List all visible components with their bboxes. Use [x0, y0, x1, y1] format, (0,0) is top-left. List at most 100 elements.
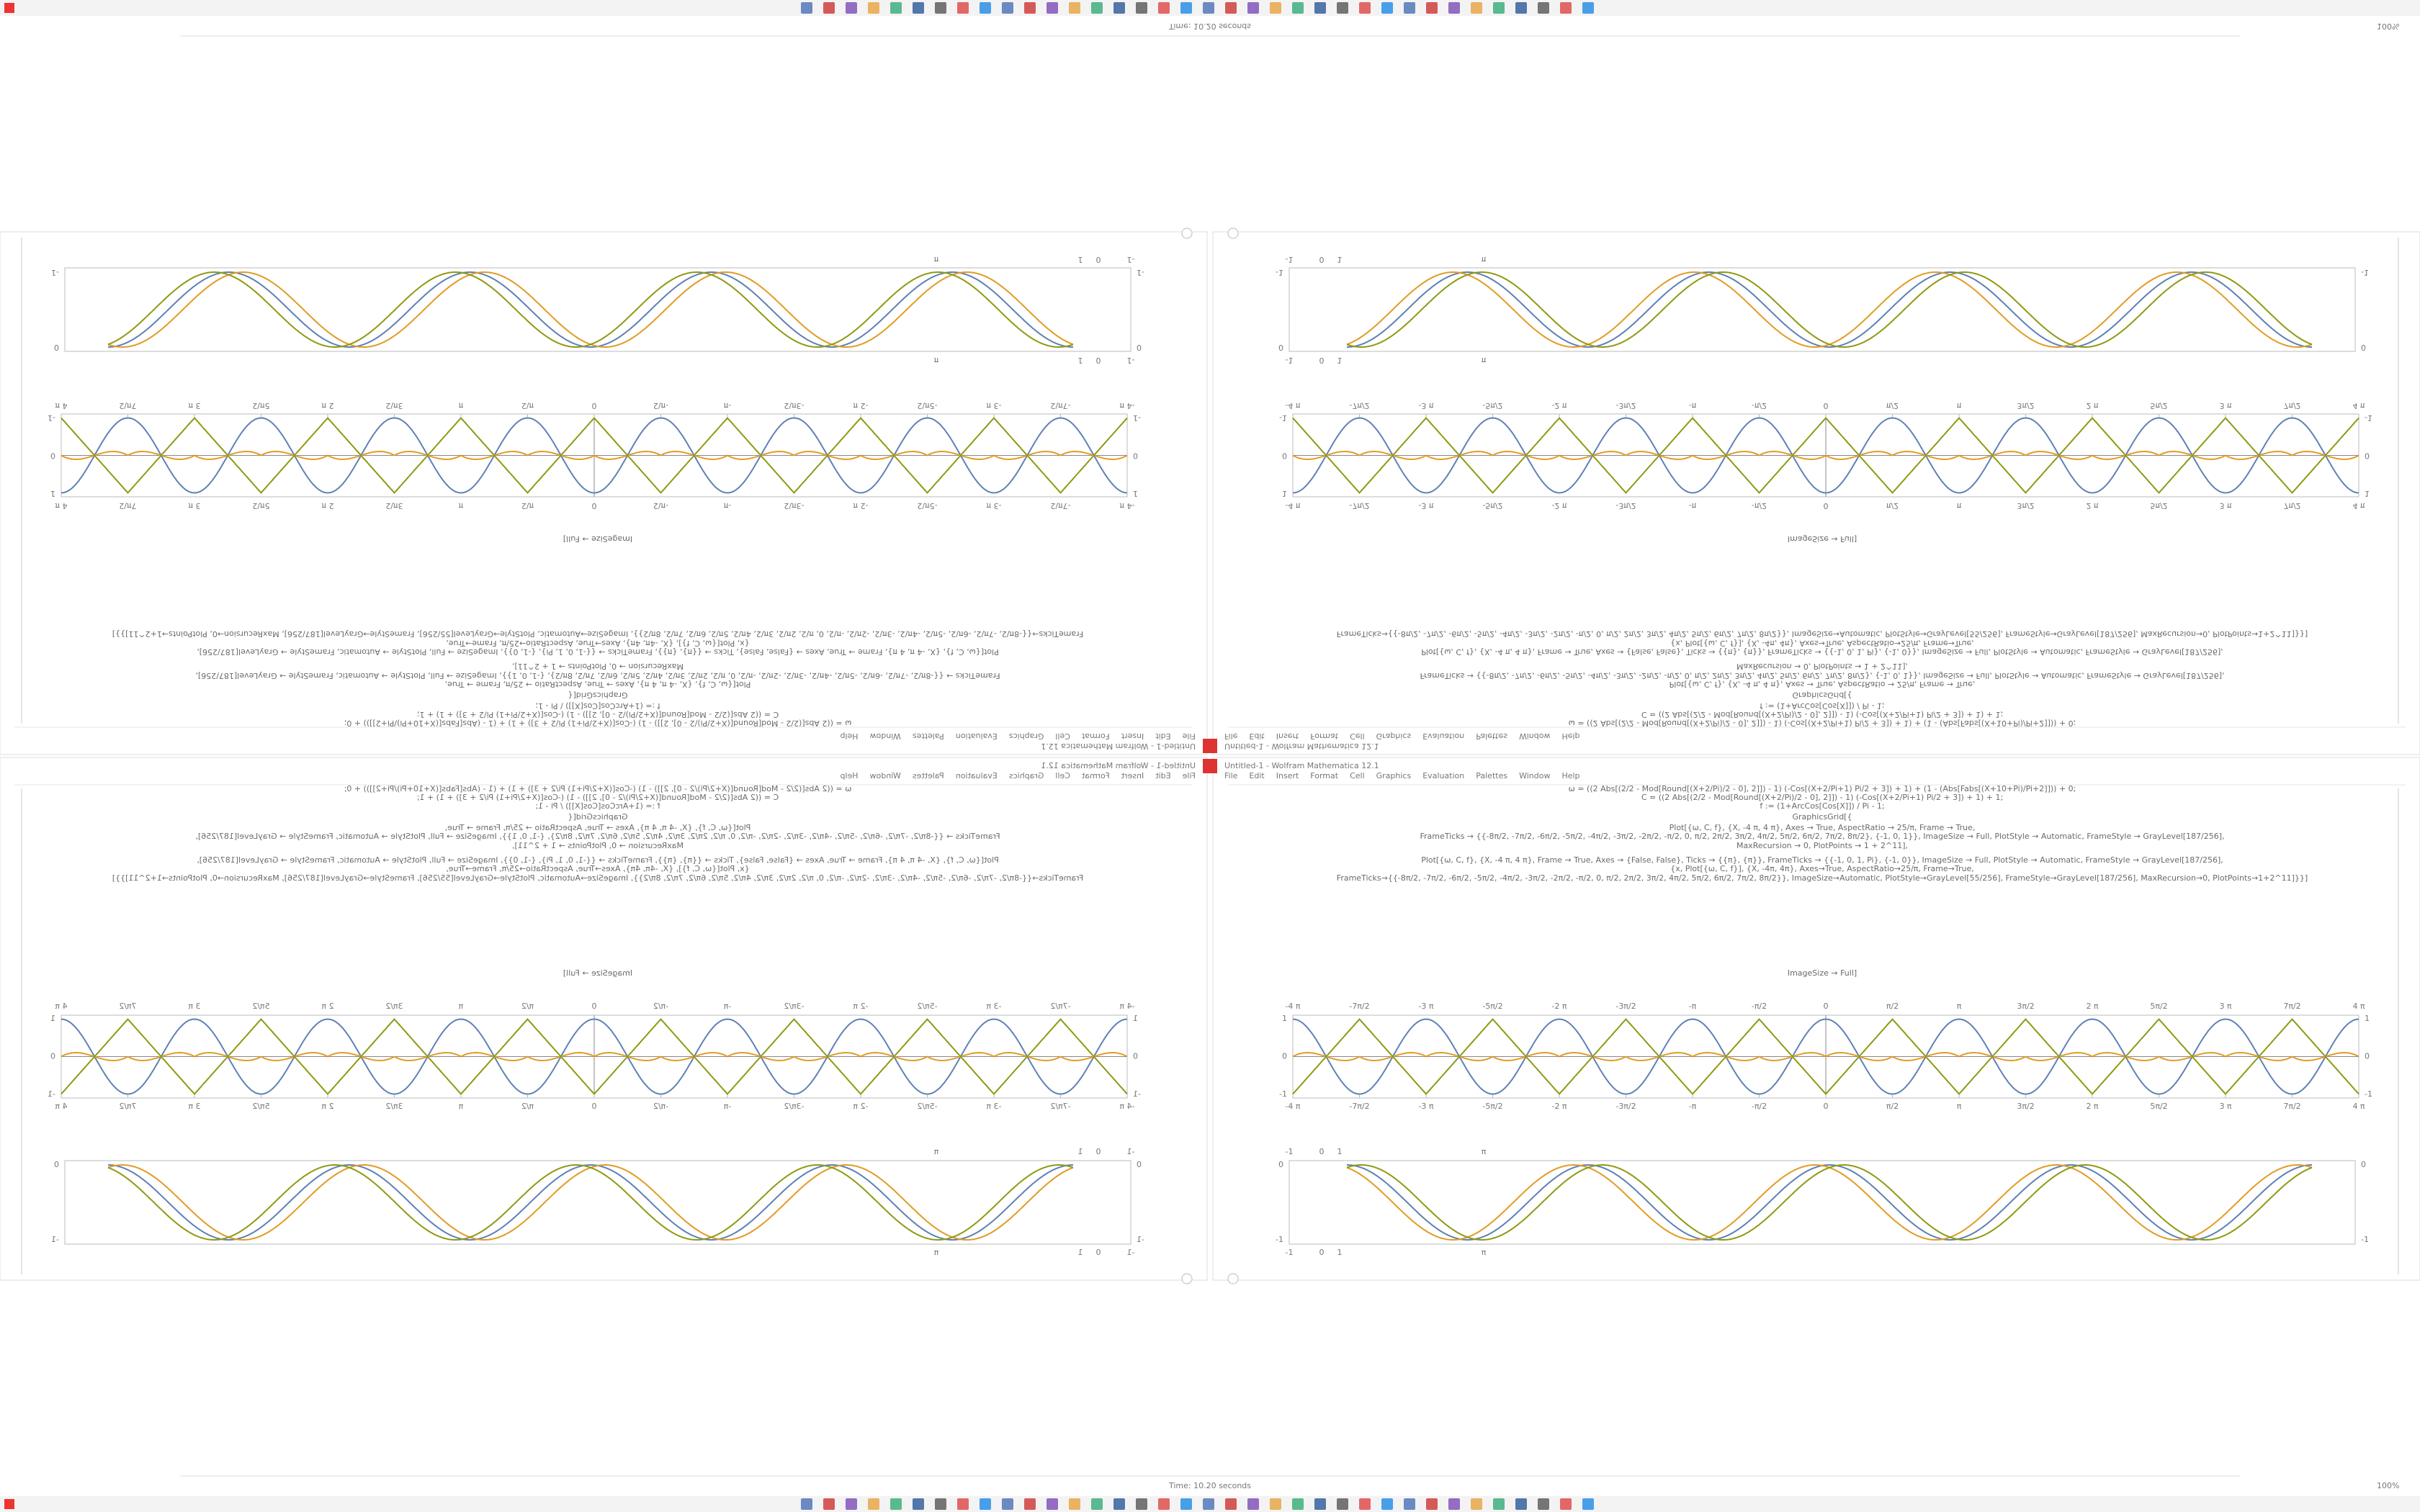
- taskbar-icon[interactable]: [1582, 1498, 1594, 1510]
- x-tick-label: 2 π: [2086, 1002, 2098, 1011]
- x-tick-label: -3π/2: [1615, 1102, 1636, 1111]
- taskbar-icon[interactable]: [1448, 1498, 1460, 1510]
- taskbar-icon[interactable]: [823, 1498, 835, 1510]
- x-tick-label: -3π/2: [1615, 1002, 1636, 1011]
- taskbar-icon[interactable]: [957, 1498, 969, 1510]
- y-tick-label: 0: [2361, 1160, 2366, 1169]
- taskbar-icon[interactable]: [1069, 1498, 1080, 1510]
- mirrored-window: [0, 757, 1216, 1284]
- taskbar-icon[interactable]: [1180, 1498, 1192, 1510]
- window-frame: [1212, 757, 2420, 1281]
- taskbar-icon[interactable]: [1381, 1498, 1393, 1510]
- taskbar-icon[interactable]: [1359, 1498, 1371, 1510]
- taskbar-icon[interactable]: [1337, 1498, 1348, 1510]
- x-tick-label: 0: [1824, 1002, 1829, 1011]
- x-tick-label: -2 π: [1551, 1102, 1567, 1111]
- code-line: C = ((2 Abs[(2/2 - Mod[Round[(X+2/Pi)/2 …: [1641, 793, 2003, 802]
- curve: [1346, 1164, 2313, 1241]
- status-time: Time: 10.20 seconds: [1168, 1481, 1251, 1490]
- y-tick-label: 0: [1278, 1160, 1283, 1169]
- x-tick-label: π: [1482, 1147, 1487, 1156]
- taskbar-icon[interactable]: [1136, 1498, 1147, 1510]
- x-tick-label: -3 π: [1418, 1102, 1433, 1111]
- x-tick-label: π/2: [1886, 1002, 1899, 1011]
- taskbar-icon[interactable]: [1426, 1498, 1438, 1510]
- x-tick-label: 4 π: [2352, 1102, 2365, 1111]
- taskbar-icon[interactable]: [1270, 1498, 1281, 1510]
- y-tick-label: 1: [2365, 1014, 2370, 1023]
- taskbar-icon[interactable]: [1515, 1498, 1527, 1510]
- bottom-half: Untitled-1 - Wolfram Mathematica 12.1 Fi…: [0, 757, 2420, 1512]
- taskbar-icon[interactable]: [868, 1498, 879, 1510]
- x-tick-label: -3 π: [1418, 1002, 1433, 1011]
- taskbar: Time: 10.20 seconds 100%: [0, 1475, 2420, 1512]
- x-tick-label: -π/2: [1752, 1002, 1767, 1011]
- taskbar-icon[interactable]: [1024, 1498, 1036, 1510]
- x-tick-label: π: [1957, 1102, 1962, 1111]
- code-line: Plot[{ω, C, f}, {X, -4 π, 4 π}, Frame → …: [1421, 855, 2223, 865]
- menu-item[interactable]: Help: [1561, 771, 1579, 780]
- menu-item[interactable]: Graphics: [1376, 771, 1412, 780]
- menu-item[interactable]: Insert: [1276, 771, 1299, 780]
- menu-item[interactable]: Edit: [1249, 771, 1265, 780]
- y-tick-label: -1: [1276, 1235, 1283, 1244]
- x-tick-label: 1: [1337, 1248, 1343, 1257]
- taskbar-icon[interactable]: [913, 1498, 924, 1510]
- menu-item[interactable]: Format: [1310, 771, 1338, 780]
- code-line: FrameTicks → {{-8π/2, -7π/2, -6π/2, -5π/…: [1420, 832, 2224, 841]
- x-tick-label: -π/2: [1752, 1102, 1767, 1111]
- y-tick-label: -1: [2361, 1235, 2369, 1244]
- x-tick-label: 0: [1319, 1248, 1325, 1257]
- zoom-level: 100%: [2377, 1481, 2399, 1490]
- taskbar-icon[interactable]: [935, 1498, 946, 1510]
- x-tick-label: 5π/2: [2150, 1002, 2167, 1011]
- x-tick-label: -1: [1286, 1147, 1294, 1156]
- x-tick-label: 3 π: [2219, 1002, 2231, 1011]
- curve: [1292, 1018, 2360, 1095]
- curve: [1292, 1051, 2360, 1062]
- plot-frame: [1289, 1160, 2356, 1245]
- x-tick-label: -2 π: [1551, 1002, 1567, 1011]
- code-footer: ImageSize → Full]: [1788, 968, 1857, 978]
- cell-insert[interactable]: [1227, 1273, 1239, 1284]
- taskbar-icon[interactable]: [1247, 1498, 1259, 1510]
- x-tick-label: 3 π: [2219, 1102, 2231, 1111]
- menu-item[interactable]: Window: [1519, 771, 1550, 780]
- taskbar-icon[interactable]: [1471, 1498, 1482, 1510]
- taskbar-icon[interactable]: [1091, 1498, 1103, 1510]
- taskbar-icon[interactable]: [1404, 1498, 1415, 1510]
- taskbar-icon[interactable]: [1292, 1498, 1304, 1510]
- taskbar-icon[interactable]: [1203, 1498, 1214, 1510]
- taskbar-icon[interactable]: [846, 1498, 857, 1510]
- taskbar-icon[interactable]: [1538, 1498, 1549, 1510]
- taskbar-icon[interactable]: [1002, 1498, 1013, 1510]
- start-button[interactable]: [4, 1499, 14, 1509]
- y-tick-label: 0: [2365, 1052, 2370, 1061]
- x-tick-label: -7π/2: [1349, 1102, 1369, 1111]
- menu-item[interactable]: File: [1224, 771, 1238, 780]
- menu-item[interactable]: Cell: [1350, 771, 1365, 780]
- code-line: ω = ((2 Abs[(2/2 - Mod[Round[(X+2/Pi)/2 …: [1569, 784, 2076, 793]
- taskbar-icon[interactable]: [1493, 1498, 1505, 1510]
- taskbar-icon[interactable]: [1560, 1498, 1572, 1510]
- taskbar-icon[interactable]: [801, 1498, 812, 1510]
- x-tick-label: -π: [1689, 1102, 1697, 1111]
- taskbar-icon[interactable]: [1047, 1498, 1058, 1510]
- x-tick-label: 0: [1319, 1147, 1325, 1156]
- taskbar-icon[interactable]: [1113, 1498, 1125, 1510]
- x-tick-label: 2 π: [2086, 1102, 2098, 1111]
- menu-item[interactable]: Evaluation: [1422, 771, 1464, 780]
- code-line: FrameTicks→{{-8π/2, -7π/2, -6π/2, -5π/2,…: [1337, 873, 2308, 883]
- menu-item[interactable]: Palettes: [1476, 771, 1507, 780]
- taskbar-icon[interactable]: [1158, 1498, 1170, 1510]
- x-tick-label: -5π/2: [1482, 1102, 1502, 1111]
- code-line: f := (1+ArcCos[Cos[X]]) / Pi - 1;: [1760, 801, 1884, 811]
- x-tick-label: -5π/2: [1482, 1002, 1502, 1011]
- x-tick-label: -7π/2: [1349, 1002, 1369, 1011]
- taskbar-icon[interactable]: [890, 1498, 902, 1510]
- taskbar-icon[interactable]: [1225, 1498, 1237, 1510]
- taskbar-icon[interactable]: [980, 1498, 991, 1510]
- taskbar-icon[interactable]: [1314, 1498, 1326, 1510]
